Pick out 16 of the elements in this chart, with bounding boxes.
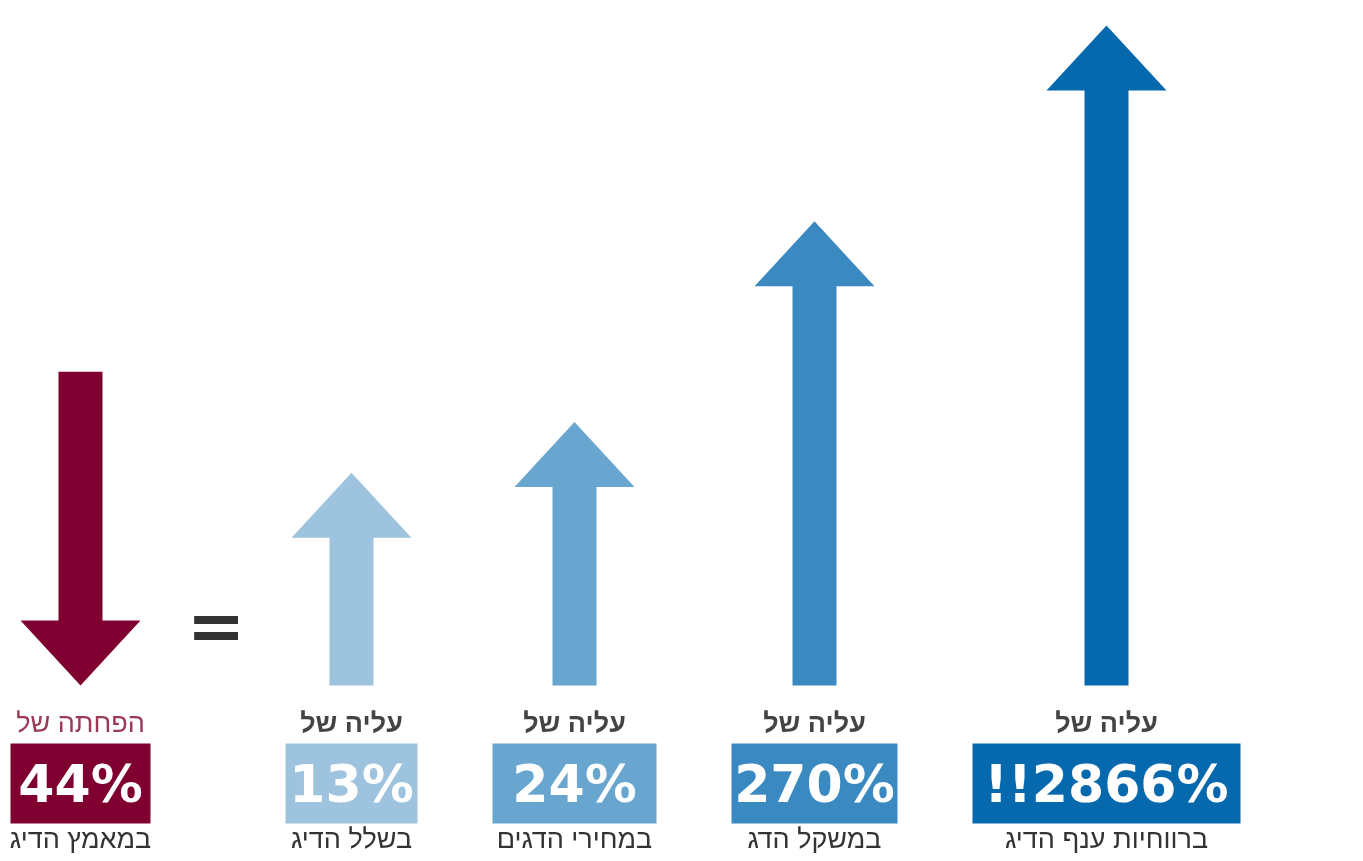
text: עליה של xyxy=(1055,707,1158,738)
category-label: במאמץ הדיג xyxy=(9,823,152,854)
data-label: !!2866% xyxy=(984,753,1229,814)
category-label: ברווחיות ענף הדיג xyxy=(1004,823,1209,854)
data-label: 44% xyxy=(18,753,143,814)
data-label: 24% xyxy=(512,753,637,814)
text: עליה של xyxy=(523,707,626,738)
category-label: במחירי הדגים xyxy=(496,823,653,854)
text: עליה של xyxy=(763,707,866,738)
text: הפחתה של xyxy=(16,707,145,738)
category-label: בשלל הדיג xyxy=(290,823,413,854)
text: = xyxy=(186,584,246,667)
text: עליה של xyxy=(300,707,403,738)
category-label: במשקל הדג xyxy=(747,823,882,854)
data-label: 270% xyxy=(734,753,895,814)
data-label: 13% xyxy=(289,753,414,814)
